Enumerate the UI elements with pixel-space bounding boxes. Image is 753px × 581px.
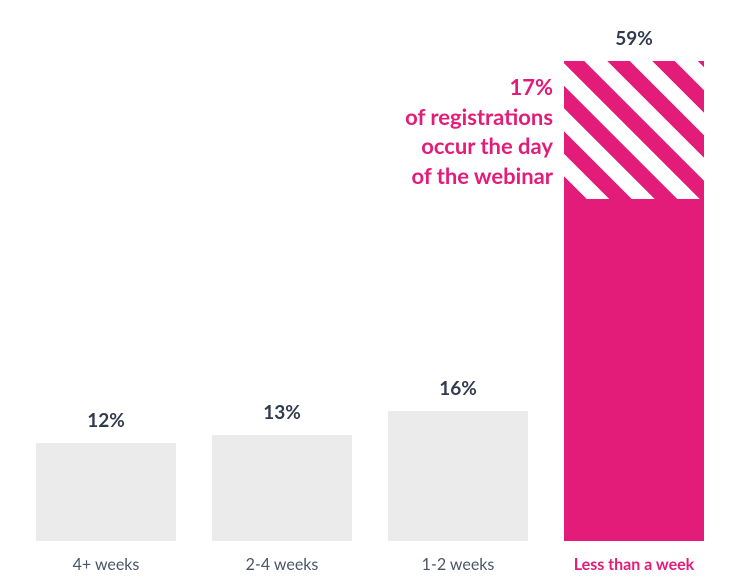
annotation-callout: 17% of registrations occur the day of th… (253, 72, 553, 191)
bar-rect-2 (388, 411, 528, 541)
bar-rect-1 (212, 435, 352, 541)
bar-rect-3-solid (564, 199, 704, 541)
bar-xlabel-1: 2-4 weeks (212, 541, 352, 574)
annotation-line-2: occur the day (421, 132, 553, 159)
bar-value-0: 12% (36, 409, 176, 432)
bar-group-3: 59% Less than a week (564, 61, 704, 541)
bar-value-3: 59% (564, 27, 704, 50)
annotation-line-1: of registrations (405, 103, 553, 130)
bar-xlabel-3: Less than a week (564, 541, 704, 574)
bar-group-1: 13% 2-4 weeks (212, 435, 352, 541)
bar-value-1: 13% (212, 401, 352, 424)
registration-timing-bar-chart: 17% of registrations occur the day of th… (0, 0, 753, 581)
bar-group-0: 12% 4+ weeks (36, 443, 176, 541)
bar-value-2: 16% (388, 377, 528, 400)
bar-rect-3-stripe (564, 61, 704, 199)
bar-rect-0 (36, 443, 176, 541)
annotation-line-0: 17% (509, 73, 553, 100)
annotation-line-3: of the webinar (412, 162, 553, 189)
bar-xlabel-2: 1-2 weeks (388, 541, 528, 574)
bar-group-2: 16% 1-2 weeks (388, 411, 528, 541)
bar-xlabel-0: 4+ weeks (36, 541, 176, 574)
